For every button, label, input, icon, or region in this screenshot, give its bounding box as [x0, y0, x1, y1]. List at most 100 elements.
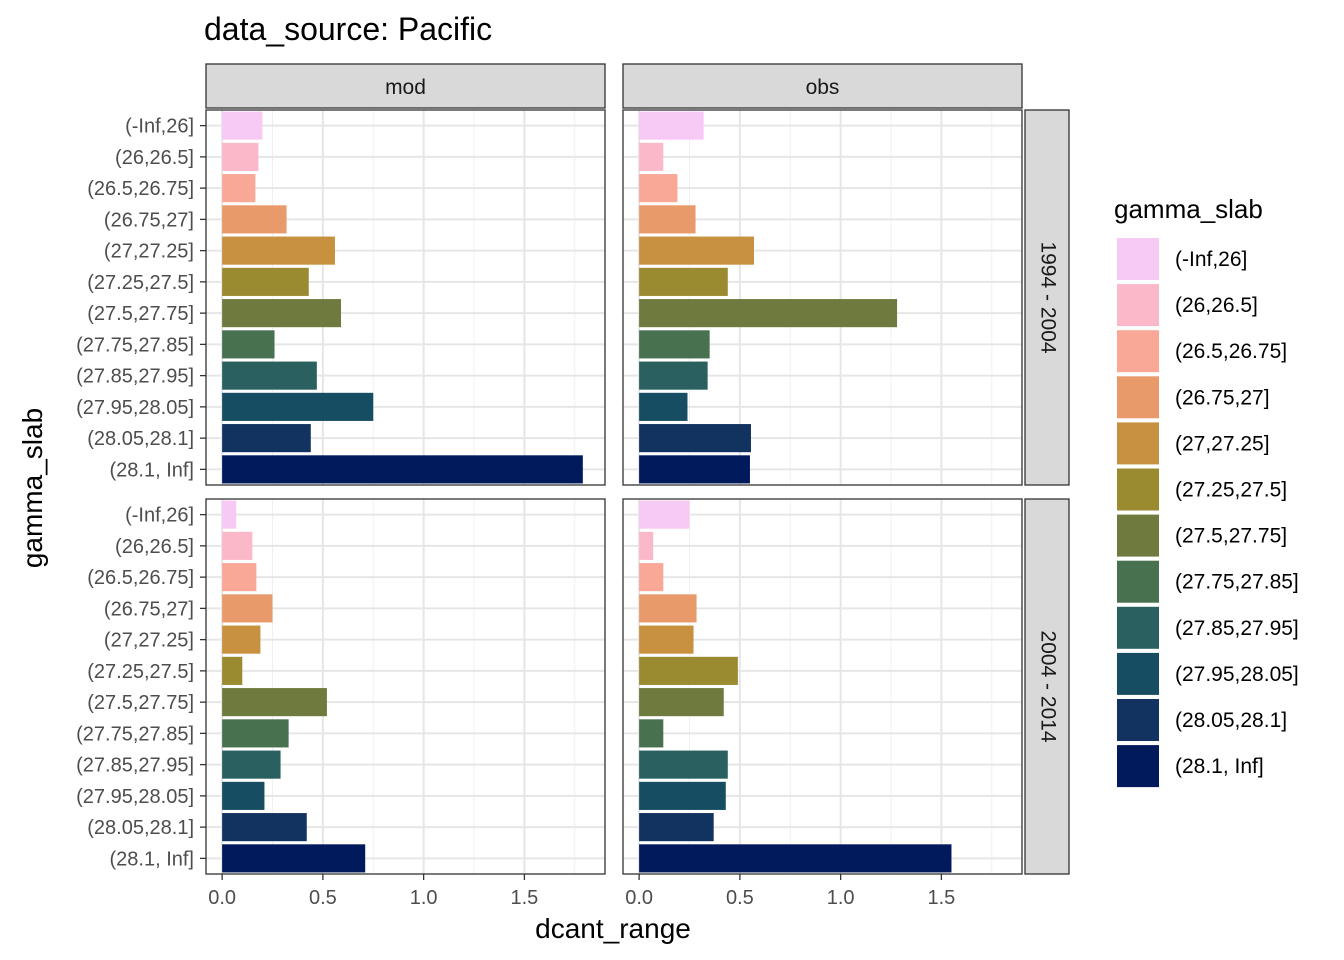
bar-obs-2-4 — [639, 594, 697, 623]
legend-key-6 — [1117, 468, 1159, 511]
y-tick-label: (28.1, Inf] — [110, 459, 195, 481]
x-tick-label: 0.5 — [726, 887, 754, 909]
y-tick-label: (26,26.5] — [115, 536, 194, 558]
bar-mod-2-7 — [222, 688, 327, 717]
legend-label-12: (28.1, Inf] — [1175, 755, 1264, 778]
bar-mod-1-1 — [222, 111, 263, 140]
bar-obs-1-8 — [639, 330, 710, 359]
legend-title: gamma_slab — [1114, 194, 1263, 224]
bar-obs-1-10 — [639, 392, 688, 421]
legend: gamma_slab (-Inf,26] (26,26.5] (26.5,26.75… — [1114, 194, 1299, 788]
legend-label-10: (27.95,28.05] — [1175, 663, 1299, 686]
bar-mod-1-4 — [222, 205, 287, 234]
legend-label-4: (26.75,27] — [1175, 386, 1270, 409]
x-tick-label: 1.0 — [410, 887, 438, 909]
bar-mod-1-11 — [222, 424, 311, 453]
bar-mod-1-6 — [222, 267, 309, 296]
bar-mod-2-9 — [222, 750, 281, 779]
bar-obs-1-7 — [639, 299, 898, 328]
legend-key-10 — [1117, 652, 1159, 695]
facet-strip-label-mod: mod — [385, 76, 426, 99]
y-tick-label: (27.25,27.5] — [87, 272, 194, 294]
facet-strip-obs — [622, 63, 1023, 109]
bar-obs-1-11 — [639, 424, 751, 453]
x-tick-label: 1.5 — [510, 887, 538, 909]
bar-mod-2-12 — [222, 844, 366, 873]
y-tick-label: (26,26.5] — [115, 147, 194, 169]
x-tick-label: 1.0 — [827, 887, 855, 909]
panel-obs-2: 0.0 0.5 1.0 1.5 — [622, 498, 1023, 909]
bar-obs-2-12 — [639, 844, 952, 873]
legend-label-8: (27.75,27.85] — [1175, 571, 1299, 594]
legend-label-5: (27,27.25] — [1175, 432, 1270, 455]
legend-key-2 — [1117, 284, 1159, 327]
legend-label-9: (27.85,27.95] — [1175, 617, 1299, 640]
y-tick-label: (-Inf,26] — [125, 505, 194, 527]
x-tick-label: 0.5 — [309, 887, 337, 909]
bar-obs-1-3 — [639, 174, 678, 203]
bar-obs-2-6 — [639, 656, 738, 685]
y-tick-label: (27.85,27.95] — [76, 755, 194, 777]
panel-border — [622, 109, 1023, 486]
y-tick-label: (26.75,27] — [104, 209, 194, 231]
bar-obs-1-4 — [639, 205, 696, 234]
legend-label-7: (27.5,27.75] — [1175, 525, 1287, 548]
legend-key-12 — [1117, 745, 1159, 788]
bar-mod-1-2 — [222, 142, 259, 171]
legend-label-6: (27.25,27.5] — [1175, 479, 1287, 502]
facet-strip-label-obs: obs — [806, 76, 840, 99]
bar-obs-1-6 — [639, 267, 728, 296]
panels-layer: mod obs 1994 - 2004 2004 - 2014 (-Inf,26] (26… — [76, 63, 1070, 909]
y-tick-label: (27,27.25] — [104, 241, 194, 263]
bar-mod-1-8 — [222, 330, 275, 359]
panel-border — [622, 498, 1023, 875]
panel-mod-2: (-Inf,26] (26,26.5] (26.5,26.75] (26.75,27]… — [76, 498, 606, 909]
y-tick-label: (27.75,27.85] — [76, 334, 194, 356]
panel-mod-1: (-Inf,26] (26,26.5] (26.5,26.75] (26.75,27]… — [76, 109, 606, 486]
y-tick-label: (27.85,27.95] — [76, 366, 194, 388]
bar-mod-1-10 — [222, 392, 374, 421]
bar-mod-1-7 — [222, 299, 342, 328]
bar-mod-1-9 — [222, 361, 317, 390]
legend-label-2: (26,26.5] — [1175, 294, 1258, 317]
bar-obs-2-8 — [639, 719, 664, 748]
bar-mod-1-12 — [222, 455, 583, 484]
bar-mod-2-2 — [222, 531, 253, 560]
legend-label-3: (26.5,26.75] — [1175, 340, 1287, 363]
y-tick-label: (26.5,26.75] — [87, 567, 194, 589]
y-tick-label: (-Inf,26] — [125, 116, 194, 138]
facet-strip-row-2 — [1024, 498, 1070, 875]
bar-mod-2-11 — [222, 813, 307, 842]
bar-obs-1-1 — [639, 111, 704, 140]
x-axis-label: dcant_range — [535, 913, 691, 944]
legend-key-8 — [1117, 560, 1159, 603]
panel-border — [205, 109, 606, 486]
bar-mod-2-10 — [222, 781, 265, 810]
bar-mod-2-6 — [222, 656, 243, 685]
x-tick-label: 1.5 — [927, 887, 955, 909]
bar-obs-2-9 — [639, 750, 728, 779]
bar-mod-2-1 — [222, 500, 237, 529]
bar-obs-2-7 — [639, 688, 724, 717]
y-tick-label: (27.75,27.85] — [76, 723, 194, 745]
bar-obs-1-12 — [639, 455, 750, 484]
legend-key-3 — [1117, 330, 1159, 373]
y-tick-label: (27.95,28.05] — [76, 397, 194, 419]
y-tick-label: (27.95,28.05] — [76, 786, 194, 808]
legend-label-11: (28.05,28.1] — [1175, 709, 1287, 732]
legend-key-11 — [1117, 699, 1159, 741]
facet-strip-row-1 — [1024, 109, 1070, 486]
bar-obs-2-5 — [639, 625, 694, 654]
facet-strip-row-label-2: 2004 - 2014 — [1036, 630, 1059, 742]
facet-strip-mod — [205, 63, 606, 109]
bar-mod-2-8 — [222, 719, 289, 748]
panel-obs-1 — [622, 109, 1023, 486]
legend-key-1 — [1117, 238, 1159, 280]
x-tick-label: 0.0 — [625, 887, 653, 909]
y-tick-label: (27.5,27.75] — [87, 692, 194, 714]
bar-mod-1-3 — [222, 174, 256, 203]
y-tick-label: (28.05,28.1] — [87, 428, 194, 450]
bar-mod-2-3 — [222, 563, 257, 592]
legend-key-7 — [1117, 514, 1159, 557]
